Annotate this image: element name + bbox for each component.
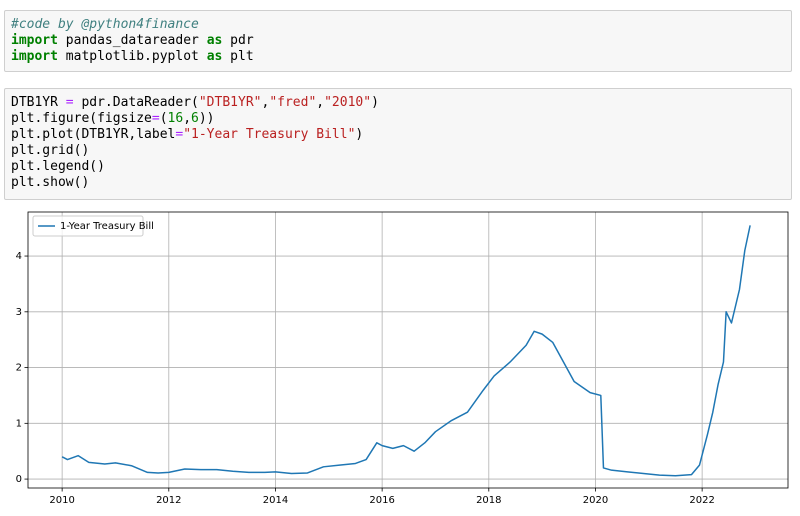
code-line: plt.show() [11,175,785,191]
code-line: DTB1YR = pdr.DataReader("DTB1YR","fred",… [11,95,785,111]
code-token: plt.plot(DTB1YR,label [11,127,176,142]
x-tick-label: 2022 [689,495,714,506]
code-token: pdr.DataReader( [73,95,199,110]
code-token: , [261,95,270,110]
code-token: = [65,95,74,110]
code-token: plt.show() [11,175,90,190]
code-line: #code by @python4finance [11,17,785,33]
x-tick-label: 2012 [156,495,181,506]
chart: 2010 2012 2014 2016 2018 2020 2022 0 1 2 3 4 1-Year … [16,211,789,506]
code-token: #code by @python4finance [11,17,199,32]
code-token: DTB1YR [11,95,66,110]
code-line: plt.plot(DTB1YR,label="1-Year Treasury B… [11,127,785,143]
y-tick-label: 4 [16,251,22,262]
y-tick-label: 2 [16,363,22,374]
code-line: plt.figure(figsize=(16,6)) [11,111,785,127]
code-line: plt.legend() [11,159,785,175]
code-token: import [11,33,58,48]
code-token: matplotlib.pyplot [57,49,207,64]
code-token: = [151,111,160,126]
code-line: import pandas_datareader as pdr [11,33,785,49]
code-token: "2010" [324,95,372,110]
code-token: = [175,127,184,142]
code-token: plt [222,49,254,64]
code-token: "1-Year Treasury Bill" [183,127,356,142]
y-tick-label: 0 [16,474,22,485]
code-token: plt.figure(figsize [11,111,152,126]
legend-box [32,215,144,237]
code-token: ) [371,95,379,110]
x-tick-label: 2010 [49,495,74,506]
code-token: , [183,111,192,126]
code-token: pdr [222,33,254,48]
code-token: pandas_datareader [57,33,207,48]
code-token: plt.grid() [11,143,90,158]
plot-frame [27,211,789,489]
code-token: ( [159,111,168,126]
x-tick-label: 2020 [583,495,608,506]
legend-label: 1-Year Treasury Bill [60,221,154,232]
code-token: as [206,49,223,64]
x-tick-label: 2014 [263,495,288,506]
code-line: import matplotlib.pyplot as plt [11,49,785,65]
x-tick-label: 2018 [476,495,501,506]
code-token: 6 [191,111,199,126]
legend: 1-Year Treasury Bill [32,215,154,237]
code-cell[interactable]: #code by @python4finance import pandas_da… [4,10,792,72]
y-tick-label: 1 [16,418,22,429]
y-tick-label: 3 [16,307,22,318]
code-token: 16 [167,111,184,126]
data-line [61,225,751,477]
code-token: "fred" [269,95,317,110]
code-token: "DTB1YR" [198,95,262,110]
code-token: , [316,95,325,110]
code-token: plt.legend() [11,159,105,174]
code-token: as [206,33,223,48]
code-line: plt.grid() [11,143,785,159]
code-cell[interactable]: DTB1YR = pdr.DataReader("DTB1YR","fred",… [4,88,792,200]
code-token: ) [355,127,364,142]
code-token: )) [198,111,215,126]
x-tick-label: 2016 [369,495,394,506]
code-token: import [11,49,58,64]
